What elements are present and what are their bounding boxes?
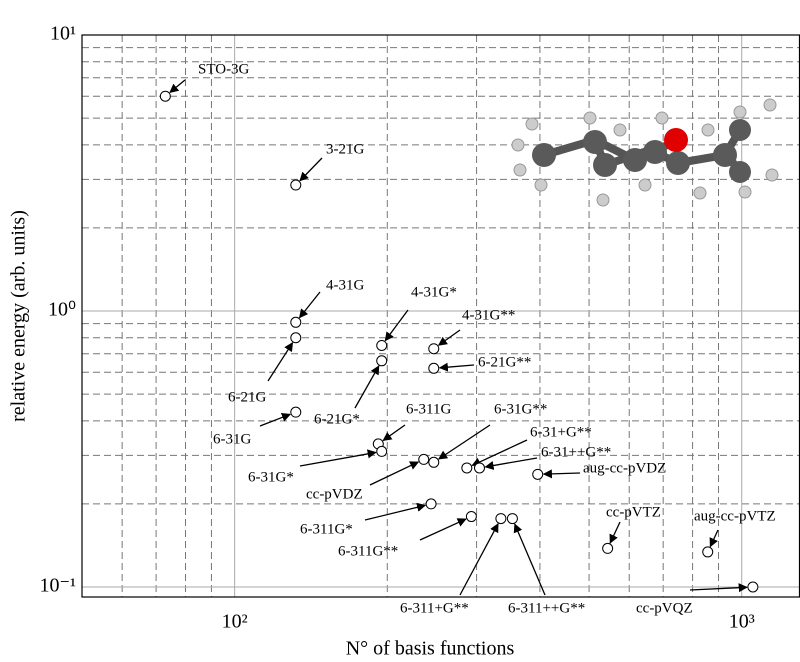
point-label: aug-cc-pVDZ	[583, 460, 666, 476]
data-point	[290, 406, 302, 418]
data-point	[506, 513, 518, 525]
x-tick-label: 10²	[222, 611, 248, 633]
annotation-arrow	[354, 365, 380, 409]
data-point	[428, 362, 440, 374]
data-point	[465, 511, 477, 523]
data-point	[473, 462, 485, 474]
data-point	[461, 462, 473, 474]
y-tick-label: 10⁰	[48, 299, 76, 321]
data-point	[495, 513, 507, 525]
point-label: 4-31G**	[462, 307, 515, 323]
data-point	[428, 456, 440, 468]
annotation-arrow	[299, 449, 377, 467]
annotation-arrow	[298, 291, 321, 319]
data-point	[428, 343, 440, 355]
annotation-arrow	[513, 523, 546, 596]
x-axis-label: N° of basis functions	[346, 638, 515, 660]
plot-frame	[81, 34, 800, 598]
point-label: 6-311G**	[338, 543, 398, 559]
point-label: 6-311G	[406, 401, 451, 417]
data-point	[290, 332, 302, 344]
point-label: 3-21G	[326, 141, 364, 157]
point-label: 6-21G	[228, 389, 266, 405]
data-point	[159, 90, 171, 102]
point-label: 6-21G**	[478, 354, 531, 370]
data-point	[376, 445, 388, 457]
data-point	[602, 542, 614, 554]
annotation-arrow	[382, 424, 406, 441]
annotation-arrow	[438, 362, 475, 372]
point-label: aug-cc-pVTZ	[694, 508, 776, 524]
data-point	[418, 453, 430, 465]
annotations: STO-3G 3-21G 4-31G 6-21G 6-31G 4-31G* 6-21G* 6-…	[169, 61, 776, 616]
point-label: STO-3G	[198, 61, 250, 77]
annotation-arrow	[438, 424, 491, 460]
data-point	[290, 316, 302, 328]
annotation-arrow	[364, 502, 427, 521]
point-label: cc-pVDZ	[306, 486, 363, 502]
data-point	[747, 581, 759, 593]
point-label: 4-31G*	[411, 284, 457, 300]
annotation-arrow	[259, 413, 292, 427]
point-label: 6-31G	[213, 431, 251, 447]
x-tick-label: 10³	[729, 611, 755, 633]
point-label: cc-pVTZ	[606, 504, 661, 520]
point-label: cc-pVQZ	[636, 600, 693, 616]
data-point	[702, 546, 714, 558]
annotation-arrow	[169, 79, 186, 93]
point-label: 6-31G*	[248, 469, 294, 485]
annotation-arrow	[471, 439, 528, 467]
y-tick-label: 10⁻¹	[39, 575, 76, 597]
point-label: 6-21G*	[314, 411, 360, 427]
grid	[82, 34, 800, 597]
y-tick-label: 10¹	[50, 23, 76, 45]
annotation-arrow	[299, 157, 323, 182]
data-point	[290, 179, 302, 191]
annotation-arrow	[384, 309, 409, 342]
points	[159, 90, 759, 593]
point-label: 6-31++G**	[541, 444, 611, 460]
data-point	[425, 498, 437, 510]
data-point	[376, 339, 388, 351]
annotation-arrow	[709, 529, 719, 548]
data-point	[376, 355, 388, 367]
annotation-arrow	[484, 457, 538, 471]
point-label: 6-311+G**	[400, 600, 469, 616]
annotation-arrow	[369, 461, 420, 486]
annotation-arrow	[609, 521, 621, 544]
molecule-image	[511, 98, 779, 207]
annotation-arrow	[419, 518, 467, 541]
annotation-arrow	[267, 342, 294, 382]
point-label: 6-31+G**	[530, 424, 592, 440]
y-axis-label: relative energy (arb. units)	[8, 210, 30, 422]
annotation-arrow	[459, 523, 499, 596]
data-point	[532, 468, 544, 480]
annotation-arrow	[542, 469, 581, 479]
point-label: 6-311G*	[300, 521, 353, 537]
point-label: 6-31G**	[494, 401, 547, 417]
point-label: 4-31G	[326, 277, 364, 293]
annotation-arrow	[689, 583, 748, 593]
annotation-arrow	[437, 329, 461, 346]
point-label: 6-311++G**	[508, 600, 585, 616]
